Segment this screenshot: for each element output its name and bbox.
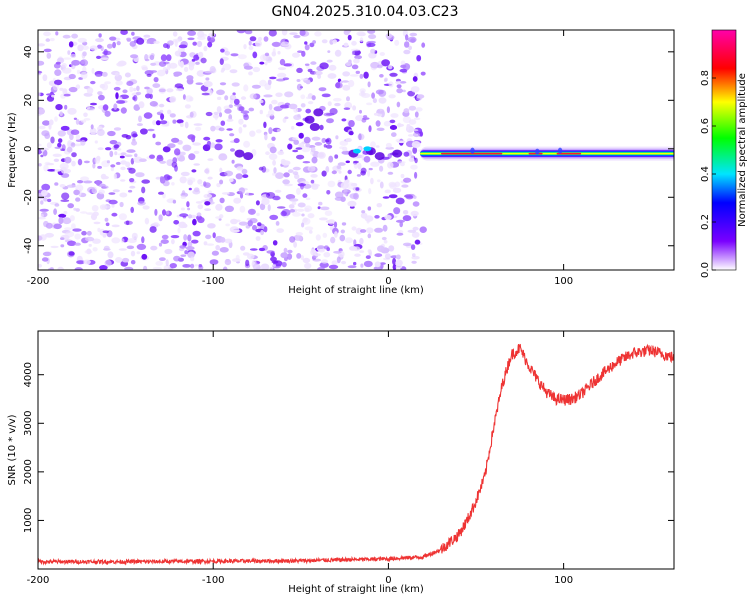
colorbar-tick-label: 0.6 — [700, 118, 711, 134]
snr-axes: -200 -100 0 100 1000 2000 3000 4000 — [23, 331, 674, 586]
spectrogram-frame — [37, 29, 675, 271]
spectrogram-image — [38, 30, 674, 270]
snr-ylabel: SNR (10 * v/v) — [7, 414, 18, 485]
colorbar-tick-label: 0.4 — [700, 166, 711, 182]
colorbar-tick-label: 0.0 — [700, 262, 711, 278]
snr-frame — [37, 330, 675, 570]
colorbar-tick-label: 0.2 — [700, 214, 711, 230]
y-tick-label: 4000 — [23, 362, 34, 387]
x-tick-label: -200 — [27, 276, 50, 287]
y-tick-label: 1000 — [23, 508, 34, 533]
colorbar-ticks: 0.0 0.2 0.4 0.6 0.8 — [700, 70, 716, 278]
y-tick-label: -40 — [23, 238, 34, 254]
snr-series-line — [38, 343, 674, 566]
snr-xlabel: Height of straight line (km) — [288, 584, 424, 595]
colorbar-tick-label: 0.8 — [700, 70, 711, 86]
y-tick-label: 2000 — [23, 459, 34, 484]
figure-title: GN04.2025.310.04.03.C23 — [272, 4, 459, 20]
x-tick-label: 0 — [385, 276, 391, 287]
y-tick-label: 0 — [23, 146, 34, 152]
colorbar-gradient — [711, 29, 737, 271]
x-tick-label: -100 — [202, 276, 225, 287]
colorbar-label: Normalized spectral amplitude — [737, 73, 748, 227]
y-tick-label: -20 — [23, 189, 34, 205]
spectrogram-ylabel: Frequency (Hz) — [7, 112, 18, 188]
x-tick-label: -200 — [27, 575, 50, 586]
spectrogram-xlabel: Height of straight line (km) — [288, 285, 424, 296]
x-tick-label: 100 — [554, 276, 573, 287]
x-tick-label: -100 — [202, 575, 225, 586]
colorbar: 0.0 0.2 0.4 0.6 0.8 Normalized spectral ampl… — [700, 29, 748, 278]
y-tick-label: 40 — [23, 45, 34, 58]
snr-panel: -200 -100 0 100 1000 2000 3000 4000 Height of s… — [7, 330, 675, 595]
x-tick-label: 100 — [554, 575, 573, 586]
y-tick-label: 3000 — [23, 411, 34, 436]
y-tick-label: 20 — [23, 94, 34, 107]
x-tick-label: 0 — [385, 575, 391, 586]
